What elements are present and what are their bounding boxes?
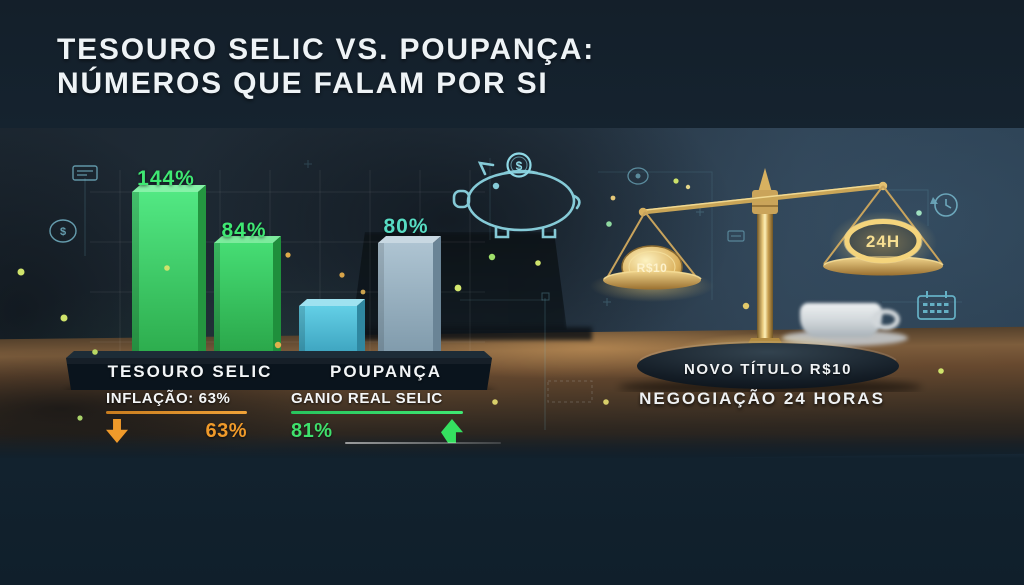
stat-ganho-value: 81% [291, 419, 333, 442]
bar-poupanca-80 [378, 236, 441, 358]
left-pan: R$10 [590, 211, 714, 302]
stat-ganho-title: GANIO REAL SELIC [291, 390, 443, 407]
svg-text:24H: 24H [866, 232, 900, 251]
group-label-tesouro-selic: TESOURO SELIC [107, 362, 273, 381]
stat-ganho-real: GANIO REAL SELIC 81% [291, 390, 463, 443]
page-title: TESOURO SELIC VS. POUPANÇA: NÚMEROS QUE … [57, 33, 595, 101]
ring-24h [844, 219, 922, 263]
stat-inflacao: INFLAÇÃO: 63% 63% [106, 390, 247, 443]
right-pan: 24H [823, 185, 944, 276]
svg-text:R$10: R$10 [637, 261, 668, 275]
bar-value-80: 80% [383, 215, 429, 238]
stat-inflacao-title: INFLAÇÃO: 63% [106, 390, 231, 407]
bar-chart [66, 170, 492, 390]
negotiation-caption: NEGOGIAÇÃO 24 HORAS [639, 389, 885, 408]
bar-poupanca-small [299, 299, 365, 358]
divider-line [345, 442, 501, 444]
down-arrow-icon [106, 419, 128, 443]
coffee-cup-handle [872, 309, 900, 330]
page-title-line1: TESOURO SELIC VS. POUPANÇA: [57, 33, 596, 66]
chart-platform [66, 351, 492, 390]
stat-ganho-underline [291, 411, 463, 414]
bar-value-84: 84% [221, 219, 267, 242]
group-label-poupanca: POUPANÇA [329, 362, 443, 381]
bar-tesouro-selic-84 [214, 236, 281, 358]
scale-base [637, 343, 899, 389]
scale-base-caption: NOVO TÍTULO R$10 [683, 361, 853, 378]
coffee-cup [800, 303, 882, 337]
photo-fade [0, 434, 1024, 462]
bar-value-144: 144% [137, 167, 195, 190]
stat-inflacao-value: 63% [205, 419, 247, 442]
footer-band [0, 458, 1024, 585]
header-band [0, 0, 1024, 128]
up-arrow-icon [441, 419, 463, 443]
balance-scale: R$10 24H [590, 168, 944, 392]
bar-tesouro-selic-144 [132, 185, 206, 358]
page-title-line2: NÚMEROS QUE FALAM POR SI [57, 67, 549, 100]
stat-inflacao-underline [106, 411, 247, 414]
